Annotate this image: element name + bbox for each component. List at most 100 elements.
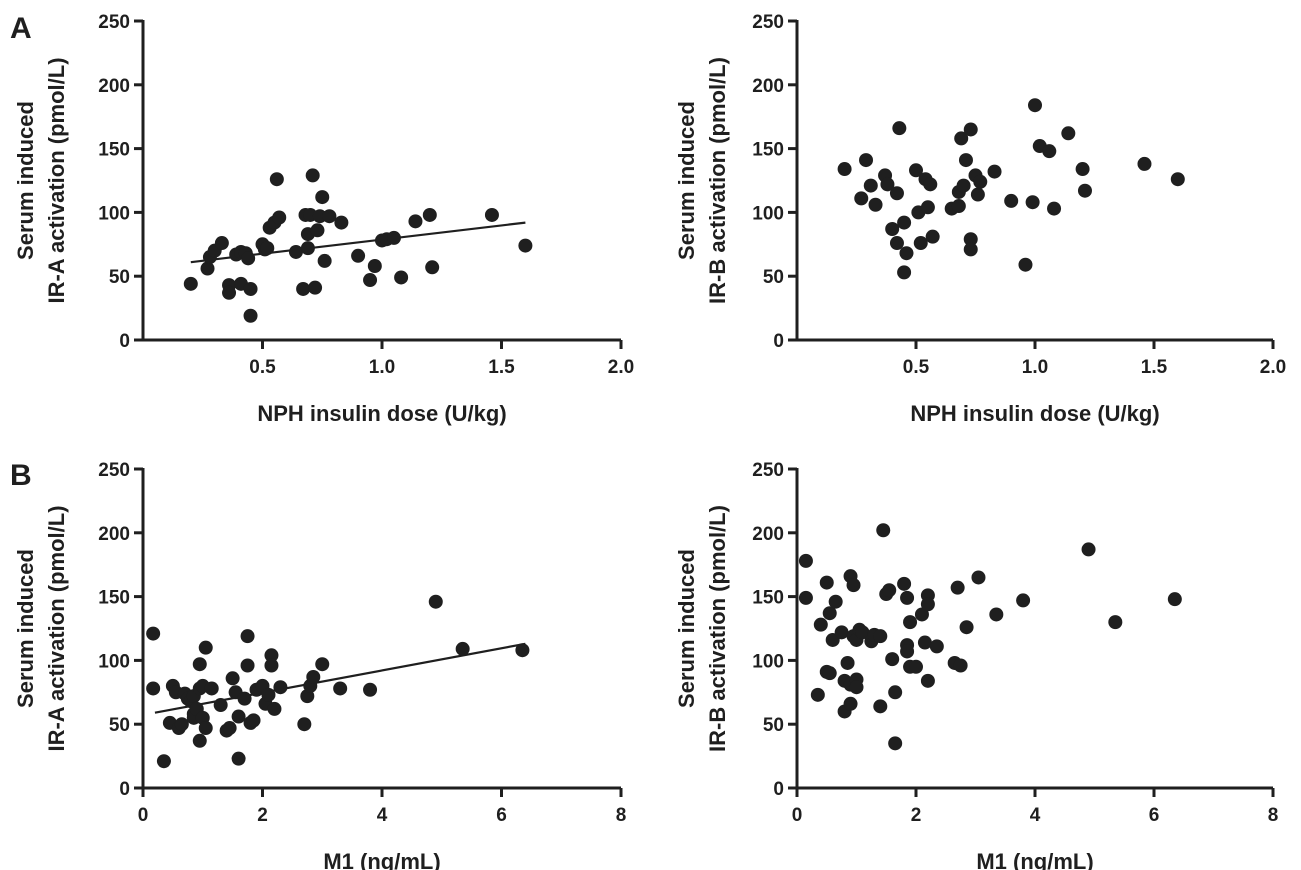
data-point (231, 709, 246, 724)
data-point (214, 236, 229, 251)
data-point (987, 164, 1002, 179)
data-point (386, 230, 401, 245)
panel-label-b: B (10, 459, 32, 492)
data-point (810, 687, 825, 702)
y-tick-label: 250 (752, 460, 784, 481)
data-point (261, 687, 276, 702)
data-point (322, 209, 337, 224)
x-tick-label: 2.0 (608, 357, 634, 378)
data-point (237, 691, 252, 706)
data-point (422, 207, 437, 222)
data-point (1042, 144, 1057, 159)
data-point (297, 717, 312, 732)
data-point (1028, 98, 1042, 113)
data-point (973, 174, 988, 189)
data-point (200, 261, 215, 276)
data-point (315, 657, 330, 672)
data-point (264, 648, 279, 663)
data-point (846, 578, 861, 593)
data-point (1047, 201, 1062, 216)
data-point (288, 244, 303, 259)
data-point (183, 276, 198, 291)
data-point (855, 625, 870, 640)
data-point (882, 583, 897, 598)
data-point (156, 754, 171, 769)
data-point (822, 606, 837, 621)
y-tick-label: 100 (98, 651, 130, 672)
data-point (954, 131, 969, 146)
y-tick-label: 100 (752, 203, 784, 224)
data-point (241, 251, 256, 266)
panel-label-a: A (10, 12, 32, 45)
x-tick-label: 1.5 (488, 357, 515, 378)
data-point (889, 186, 904, 201)
x-axis-label: NPH insulin dose (U/kg) (910, 401, 1159, 426)
data-point (408, 214, 423, 229)
data-point (363, 273, 378, 288)
data-point (929, 639, 944, 654)
data-point (840, 655, 855, 670)
data-point (246, 713, 261, 728)
data-point (1137, 156, 1152, 171)
data-point (267, 701, 282, 716)
x-tick-label: 1.5 (1141, 357, 1168, 378)
data-point (913, 236, 928, 251)
data-point (963, 122, 978, 137)
data-point (863, 178, 878, 193)
data-point (897, 265, 912, 280)
data-point (914, 607, 929, 622)
y-tick-label: 0 (773, 331, 784, 352)
y-tick-label: 200 (752, 524, 784, 545)
y-tick-label: 200 (98, 524, 130, 545)
data-point (334, 215, 349, 230)
data-point (897, 215, 912, 230)
data-point (909, 163, 923, 178)
scatter-plot-ira-m1: 0 50 100 150 200 250 0 2 4 6 8 M1 (ng/mL) Serum indu… (13, 460, 626, 870)
data-point (198, 640, 213, 655)
data-point (880, 177, 895, 192)
data-point (971, 570, 986, 585)
data-point (225, 671, 240, 686)
x-tick-label: 4 (377, 805, 388, 826)
x-axis-label: M1 (ng/mL) (323, 849, 440, 870)
x-tick-label: 0 (792, 805, 803, 826)
x-tick-label: 8 (1268, 805, 1279, 826)
data-point (351, 248, 366, 263)
data-point (885, 221, 900, 236)
y-axis-label-line2: IR-A activation (pmol/L) (44, 505, 69, 751)
x-tick-label: 1.0 (369, 357, 395, 378)
scatter-plot-irb-nph: 0 50 100 150 200 250 0.5 1.0 1.5 2.0 NPH insulin d… (674, 12, 1286, 426)
y-tick-label: 150 (752, 140, 784, 161)
data-point (272, 210, 287, 225)
data-point (819, 575, 834, 590)
data-point (1075, 162, 1090, 177)
y-tick-label: 50 (109, 267, 130, 288)
data-point (828, 594, 843, 609)
x-tick-label: 6 (1149, 805, 1160, 826)
data-point (925, 229, 940, 244)
x-tick-label: 0.5 (903, 357, 930, 378)
data-point (892, 121, 907, 136)
data-point (1167, 592, 1182, 607)
data-point (518, 238, 533, 253)
data-point (310, 223, 325, 238)
y-tick-label: 250 (98, 12, 130, 33)
data-point (834, 625, 849, 640)
data-point (900, 590, 915, 605)
data-point (315, 190, 330, 205)
data-point (240, 658, 255, 673)
x-tick-label: 4 (1030, 805, 1041, 826)
data-point (837, 162, 852, 177)
data-point (222, 721, 237, 736)
y-tick-label: 0 (773, 779, 784, 800)
data-point (1025, 195, 1040, 210)
data-point (917, 635, 932, 650)
data-point (1016, 593, 1031, 608)
data-point (484, 207, 499, 222)
y-tick-label: 250 (752, 12, 784, 33)
data-point (273, 680, 288, 695)
data-point (428, 594, 443, 609)
data-point (923, 177, 938, 192)
data-point (174, 717, 189, 732)
y-axis-label-line1: Serum induced (674, 549, 699, 708)
